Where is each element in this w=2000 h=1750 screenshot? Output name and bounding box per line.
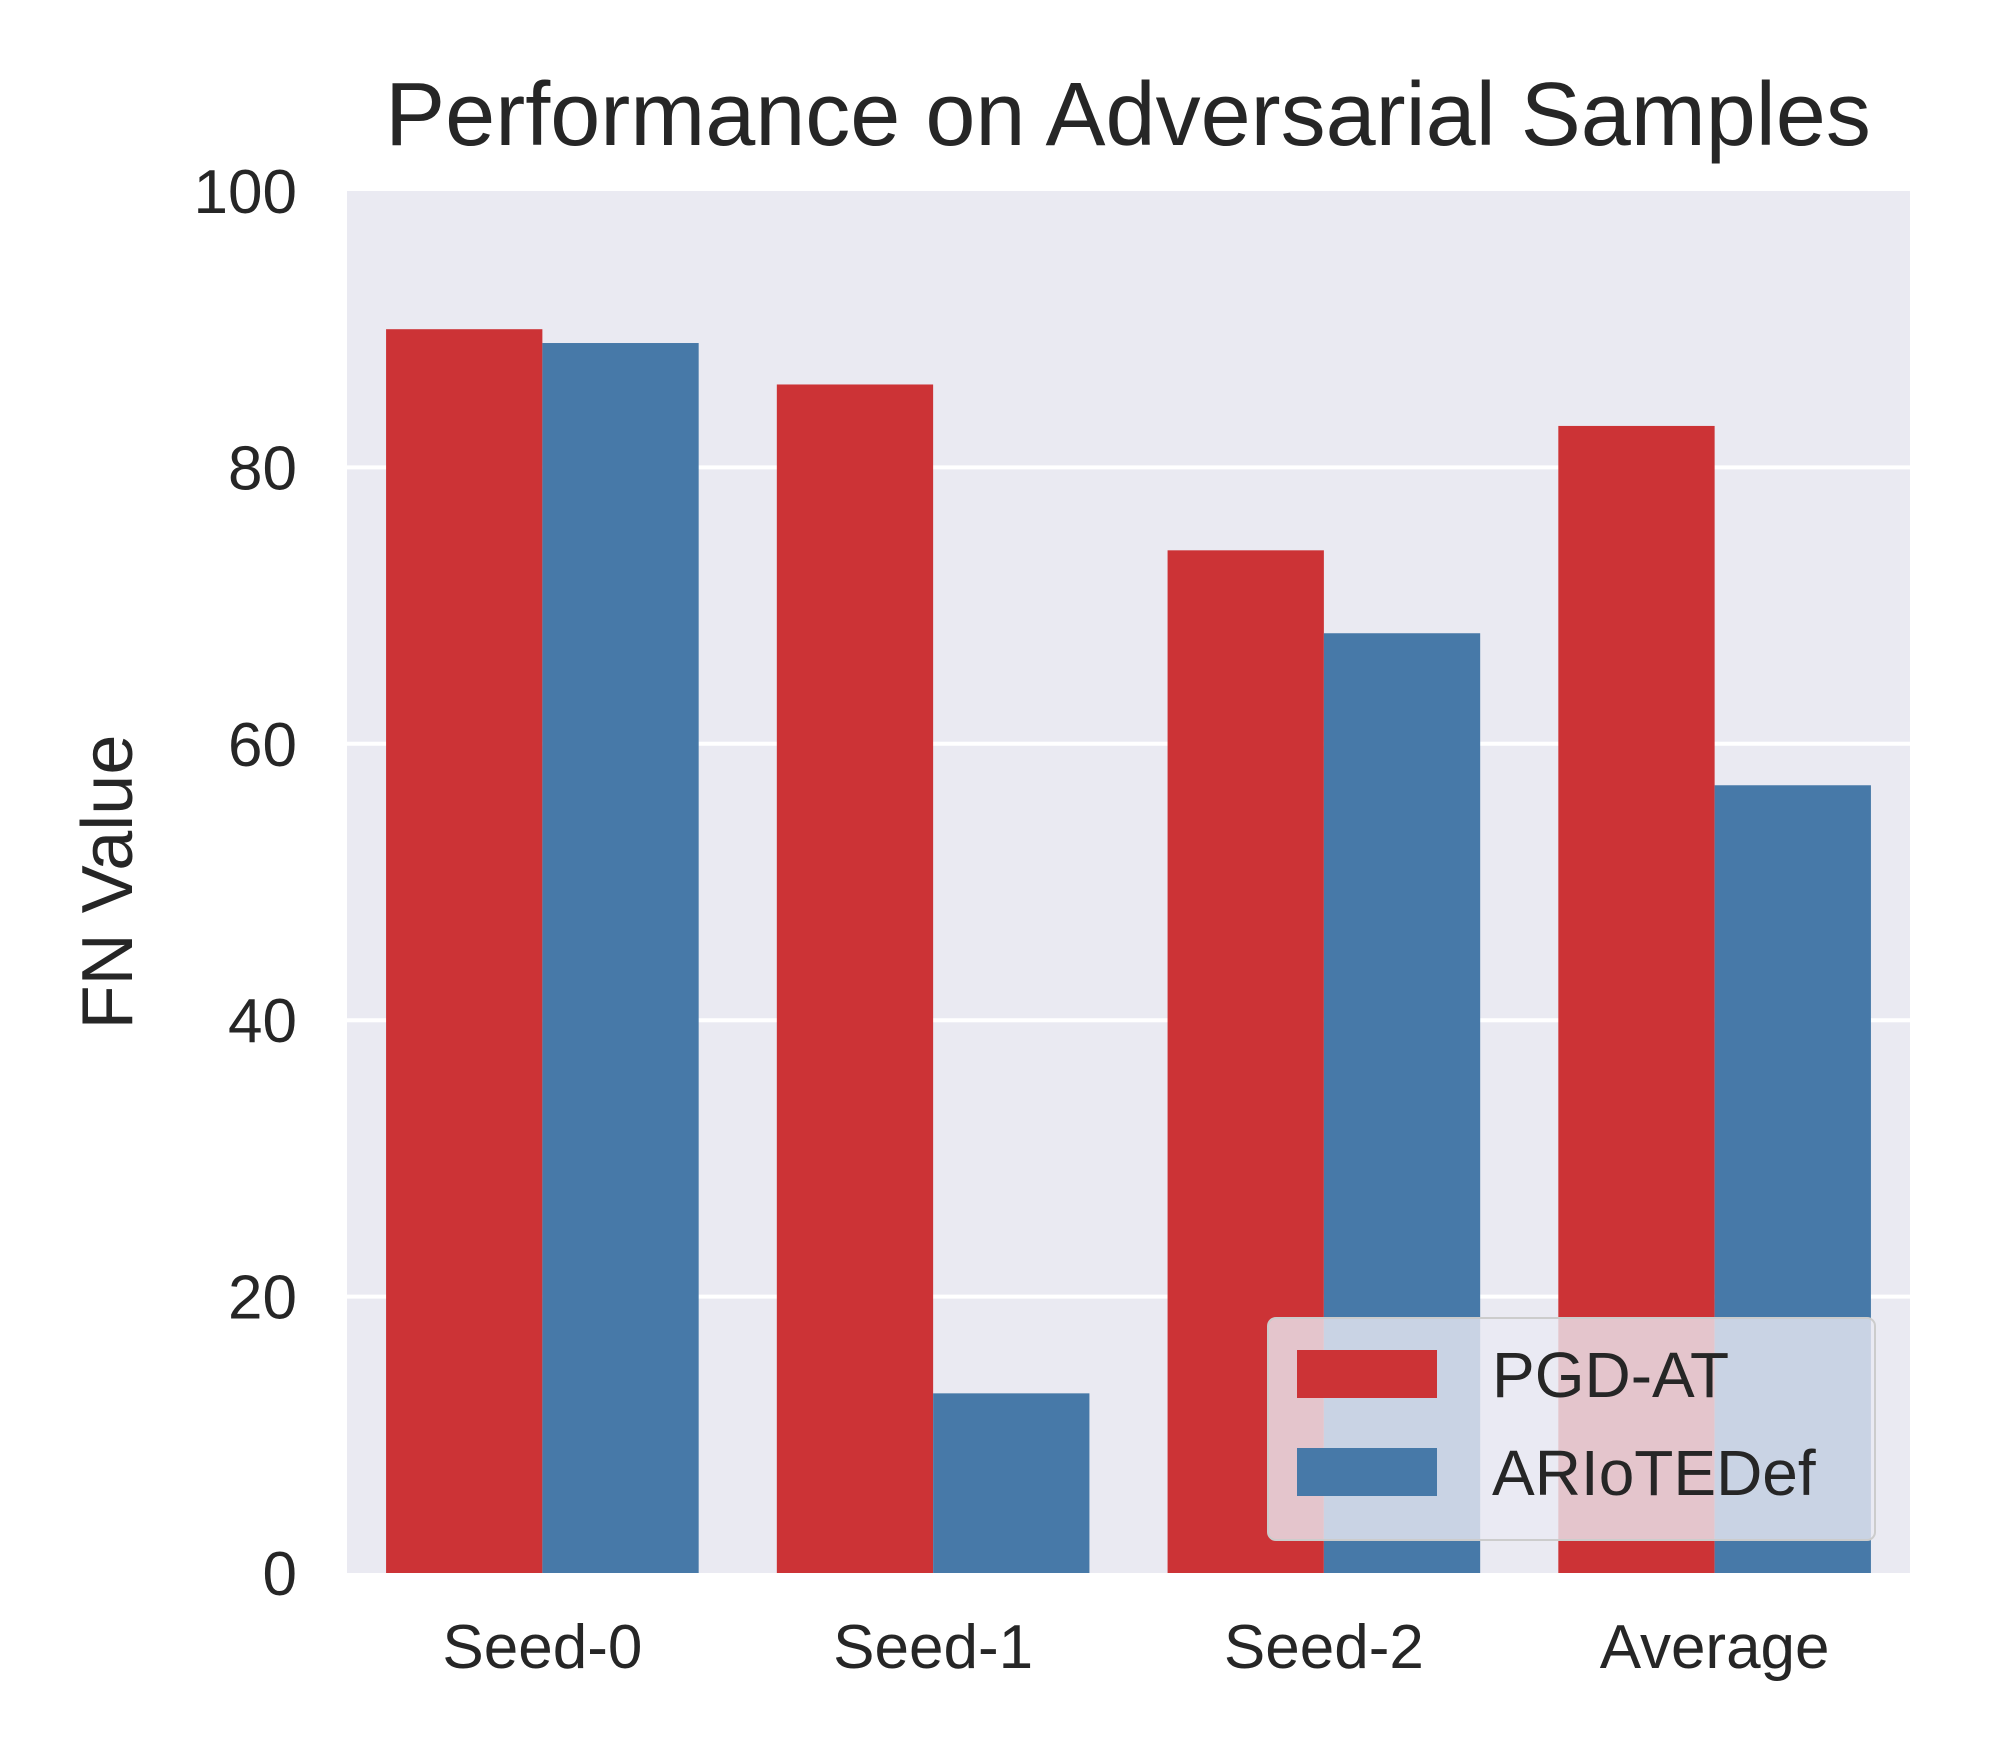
y-axis-label: FN Value (68, 735, 148, 1030)
chart-title: Performance on Adversarial Samples (385, 65, 1871, 165)
legend-label-pgd-at: PGD-AT (1492, 1339, 1729, 1411)
x-tick-label-seed-1: Seed-1 (833, 1613, 1033, 1682)
bar-ariotedef-seed-0 (542, 343, 699, 1573)
y-tick-label-60: 60 (228, 711, 297, 780)
y-axis-ticks: 0 20 40 60 80 100 (194, 158, 297, 1609)
bar-ariotedef-seed-1 (933, 1393, 1090, 1573)
x-tick-label-seed-2: Seed-2 (1224, 1613, 1424, 1682)
x-tick-label-seed-0: Seed-0 (442, 1613, 642, 1682)
bar-pgd-at-seed-1 (776, 384, 934, 1574)
x-tick-label-average: Average (1600, 1613, 1830, 1682)
y-tick-label-20: 20 (228, 1264, 297, 1333)
bar-pgd-at-seed-0 (386, 329, 543, 1574)
y-tick-label-40: 40 (228, 987, 297, 1056)
legend-swatch-pgd-at (1297, 1350, 1437, 1398)
x-axis-ticks: Seed-0 Seed-1 Seed-2 Average (442, 1613, 1829, 1682)
y-tick-label-80: 80 (228, 434, 297, 503)
legend: PGD-AT ARIoTEDef (1267, 1317, 1876, 1541)
legend-swatch-ariotedef (1297, 1448, 1437, 1496)
y-tick-label-0: 0 (263, 1540, 297, 1609)
legend-label-ariotedef: ARIoTEDef (1492, 1437, 1816, 1509)
y-tick-label-100: 100 (194, 158, 297, 227)
